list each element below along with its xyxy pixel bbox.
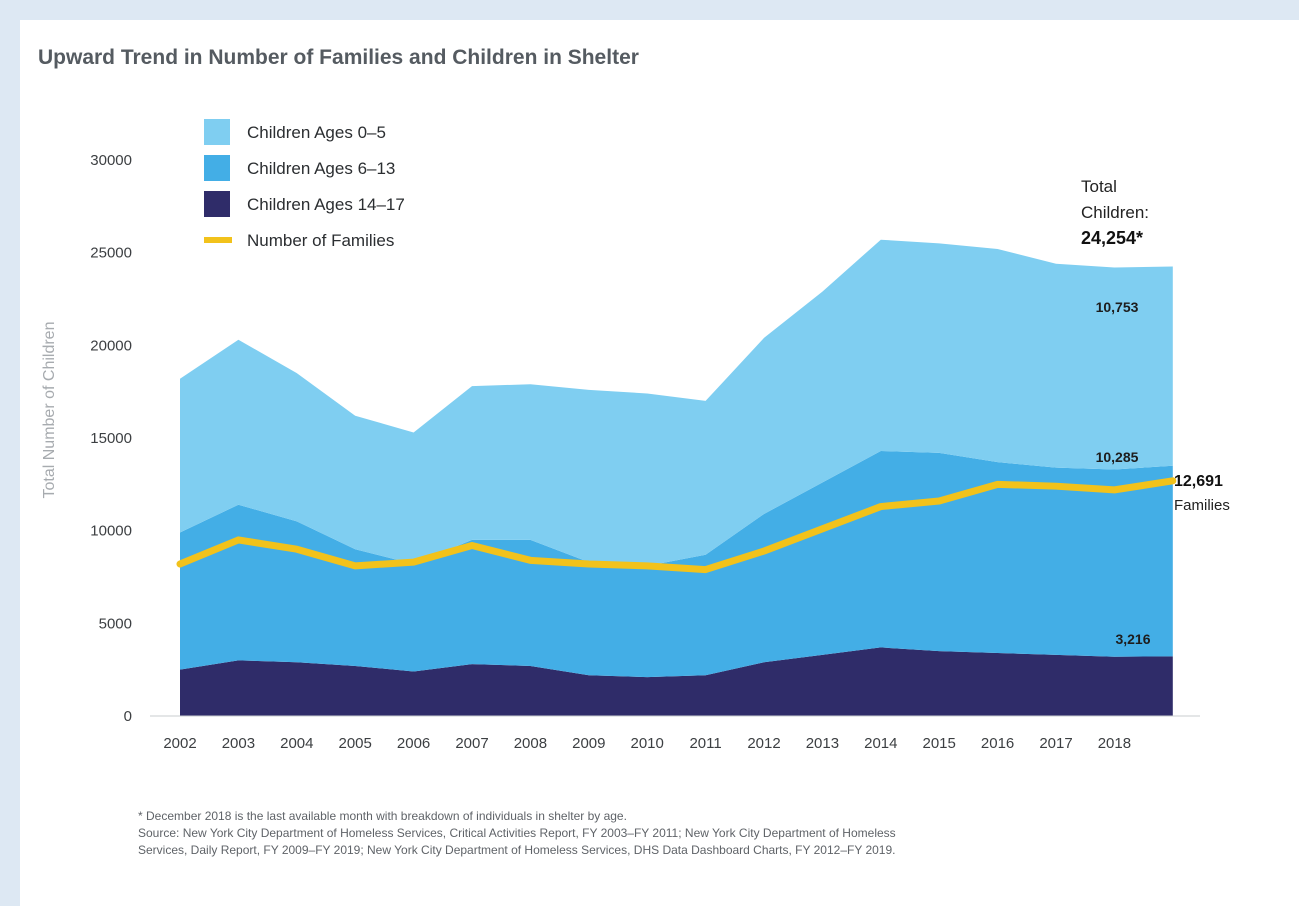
legend-swatch-children-ages-14-17	[204, 191, 230, 217]
y-tick-label: 25000	[90, 245, 132, 262]
total-children-value: 24,254*	[1081, 228, 1143, 248]
total-children-label-line1: Total	[1081, 177, 1117, 196]
legend-label-number-of-families: Number of Families	[247, 231, 394, 250]
data-label-ages-6-13: 10,285	[1096, 449, 1139, 465]
x-tick-label: 2014	[864, 735, 897, 752]
legend-label-children-ages-6-13: Children Ages 6–13	[247, 159, 395, 178]
legend-swatch-children-ages-0-5	[204, 119, 230, 145]
x-tick-label: 2015	[923, 735, 956, 752]
x-tick-label: 2004	[280, 735, 313, 752]
legend: Children Ages 0–5 Children Ages 6–13 Child…	[204, 119, 405, 250]
legend-swatch-number-of-families	[204, 237, 232, 243]
x-tick-label: 2003	[222, 735, 255, 752]
x-tick-label: 2017	[1039, 735, 1072, 752]
x-tick-label: 2012	[747, 735, 780, 752]
x-tick-label: 2008	[514, 735, 547, 752]
y-tick-label: 0	[124, 708, 132, 725]
legend-label-children-ages-0-5: Children Ages 0–5	[247, 123, 386, 142]
chart-card: Upward Trend in Number of Families and C…	[20, 20, 1299, 906]
area-children-ages-6-13	[180, 450, 1173, 678]
chart-footnote: * December 2018 is the last available mo…	[138, 808, 1218, 859]
x-tick-label: 2013	[806, 735, 839, 752]
x-tick-label: 2006	[397, 735, 430, 752]
x-tick-label: 2002	[163, 735, 196, 752]
data-label-ages-0-5: 10,753	[1096, 299, 1139, 315]
legend-label-children-ages-14-17: Children Ages 14–17	[247, 195, 405, 214]
stacked-area-chart: 0 5000 10000 15000 20000 25000 30000 2002 2003 20…	[41, 119, 1230, 752]
footnote-note: * December 2018 is the last available mo…	[138, 809, 627, 823]
line-number-of-families	[176, 477, 1177, 574]
y-tick-label: 20000	[90, 337, 132, 354]
x-tick-label: 2005	[339, 735, 372, 752]
x-tick-label: 2016	[981, 735, 1014, 752]
area-children-ages-14-17	[180, 647, 1173, 716]
y-tick-label: 15000	[90, 430, 132, 447]
y-axis-label: Total Number of Children	[41, 322, 58, 499]
footnote-source-line1: Source: New York City Department of Home…	[138, 826, 896, 840]
data-label-ages-14-17: 3,216	[1115, 631, 1150, 647]
chart-title: Upward Trend in Number of Families and C…	[38, 46, 639, 69]
x-tick-label: 2018	[1098, 735, 1131, 752]
families-unit-label: Families	[1174, 497, 1230, 514]
x-tick-label: 2010	[631, 735, 664, 752]
families-value-label: 12,691	[1174, 473, 1223, 490]
y-tick-label: 5000	[99, 615, 132, 632]
y-tick-label: 10000	[90, 523, 132, 540]
total-children-label-line2: Children:	[1081, 203, 1149, 222]
y-tick-label: 30000	[90, 152, 132, 169]
legend-swatch-children-ages-6-13	[204, 155, 230, 181]
x-tick-label: 2009	[572, 735, 605, 752]
area-children-ages-0-5	[180, 239, 1173, 566]
tick-labels: 0 5000 10000 15000 20000 25000 30000 2002 2003 20…	[90, 152, 1131, 752]
x-tick-label: 2011	[689, 735, 721, 752]
x-tick-label: 2007	[455, 735, 488, 752]
footnote-source-line2: Services, Daily Report, FY 2009–FY 2019;…	[138, 843, 896, 857]
area-layer	[176, 239, 1177, 716]
